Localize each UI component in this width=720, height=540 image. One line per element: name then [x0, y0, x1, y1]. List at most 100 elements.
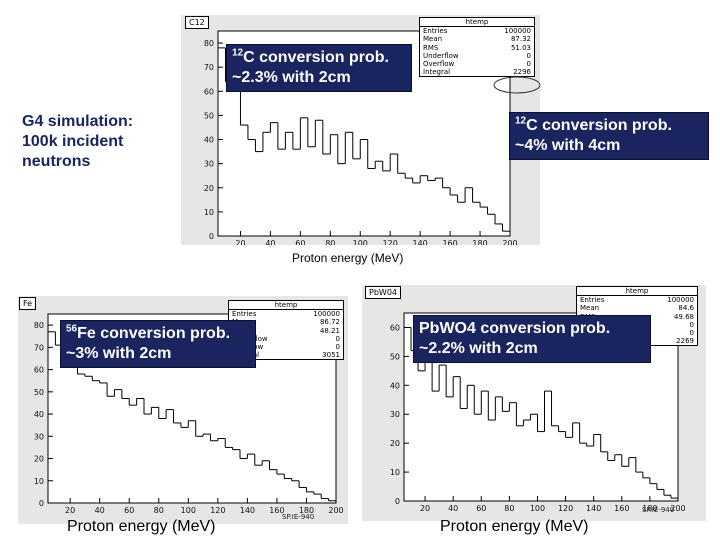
- simulation-note: G4 simulation: 100k incident neutrons: [22, 113, 134, 170]
- c12-y-tick-label: 50: [204, 111, 214, 120]
- pbwo4-x-tick-label: 200: [670, 504, 685, 513]
- pbwo4-y-tick-label: 10: [390, 468, 400, 477]
- fe-x-axis-title: Proton energy (MeV): [67, 518, 216, 535]
- fe-x-tick-label: 120: [210, 506, 225, 515]
- pbwo4-y-tick-label: 20: [390, 439, 400, 448]
- stat-value: 84.6: [678, 304, 694, 313]
- c12-stat-row: Underflow 0: [420, 52, 534, 60]
- fe-x-tick-label: 180: [299, 506, 314, 515]
- pbwo4-y-tick-label: 50: [390, 352, 400, 361]
- c12-x-tick-label: 140: [413, 239, 428, 245]
- pbwo4-sp-label: SP.IE-940: [642, 506, 675, 514]
- stat-value: 3051: [322, 351, 340, 360]
- c12-x-tick-label: 200: [502, 239, 517, 245]
- c12-stat-row: RMS 51.03: [420, 44, 534, 52]
- c12-y-tick-label: 70: [204, 63, 214, 72]
- fe-y-tick-label: 30: [34, 432, 44, 441]
- pbwo4-x-axis-title: Proton energy (MeV): [440, 518, 589, 535]
- integral-highlight-circle: [493, 76, 541, 94]
- pbwo4-plot-tag: PbW04: [365, 286, 401, 299]
- fe-x-tick-label: 80: [154, 506, 164, 515]
- stat-label: Entries: [232, 310, 257, 319]
- stat-value: 0: [526, 60, 531, 69]
- fe-y-tick-label: 80: [34, 321, 44, 330]
- c12-plot-tag: C12: [185, 16, 209, 29]
- stat-value: 100000: [504, 27, 531, 36]
- stat-value: 2269: [676, 337, 694, 346]
- fe-stats-title: htemp: [229, 301, 343, 311]
- stat-value: 0: [689, 329, 694, 338]
- pbwo4-y-tick-label: 30: [390, 410, 400, 419]
- fe-callout: 56Fe conversion prob. ~3% with 2cm: [60, 320, 256, 368]
- stat-value: 100000: [313, 310, 340, 319]
- pbwo4-callout: PbWO4 conversion prob. ~2.2% with 2cm: [413, 315, 651, 363]
- c12-4cm-line2: ~4% with 4cm: [515, 137, 621, 154]
- stat-value: 0: [526, 51, 531, 60]
- fe-callout-line1: 56Fe conversion prob.: [66, 323, 231, 342]
- fe-y-tick-label: 70: [34, 343, 44, 352]
- fe-callout-line2: ~3% with 2cm: [66, 345, 172, 362]
- fe-y-tick-label: 10: [34, 477, 44, 486]
- stat-value: 100000: [667, 296, 694, 305]
- pbwo4-stat-row: Mean 84.6: [577, 304, 697, 312]
- c12-y-tick-label: 30: [204, 160, 214, 169]
- c12-stats-box: htemp Entries 100000 Mean 87.32 RMS 51.03 Unde…: [419, 17, 535, 78]
- pbwo4-stat-row: Entries 100000: [577, 296, 697, 304]
- pbwo4-x-tick-label: 60: [476, 504, 486, 513]
- stat-label: Entries: [580, 296, 605, 305]
- c12-2cm-callout: 12C conversion prob. ~2.3% with 2cm: [226, 44, 412, 92]
- stat-value: 86.72: [319, 318, 340, 327]
- fe-sp-label: SP.IE-940: [282, 513, 315, 521]
- pbwo4-callout-line1: PbWO4 conversion prob.: [419, 320, 611, 337]
- c12-2cm-line1: 12C conversion prob.: [232, 47, 389, 66]
- stat-label: Integral: [423, 68, 451, 77]
- fe-x-tick-label: 100: [181, 506, 196, 515]
- stat-value: 49.68: [673, 312, 694, 321]
- pbwo4-x-tick-label: 180: [642, 504, 657, 513]
- stat-label: Overflow: [423, 60, 455, 69]
- c12-stat-row: Entries 100000: [420, 27, 534, 35]
- c12-x-tick-label: 100: [353, 239, 368, 245]
- fe-stat-row: Entries 100000: [229, 310, 343, 318]
- c12-x-tick-label: 80: [325, 239, 335, 245]
- c12-y-tick-label: 40: [204, 136, 214, 145]
- c12-x-tick-label: 40: [265, 239, 275, 245]
- c12-y-tick-label: 0: [209, 232, 214, 241]
- c12-x-tick-label: 120: [383, 239, 398, 245]
- stat-value: 87.32: [510, 35, 531, 44]
- c12-stat-row: Overflow 0: [420, 60, 534, 68]
- stat-label: Entries: [423, 27, 448, 36]
- stat-value: 0: [335, 334, 340, 343]
- fe-x-tick-label: 200: [328, 506, 343, 515]
- c12-stat-row: Integral 2296: [420, 68, 534, 76]
- pbwo4-callout-line2: ~2.2% with 2cm: [419, 340, 538, 357]
- fe-y-tick-label: 0: [39, 499, 44, 508]
- c12-y-tick-label: 80: [204, 39, 214, 48]
- pbwo4-x-tick-label: 140: [586, 504, 601, 513]
- c12-2cm-line2: ~2.3% with 2cm: [232, 69, 351, 86]
- fe-y-tick-label: 20: [34, 455, 44, 464]
- stat-label: Underflow: [423, 51, 459, 60]
- c12-x-tick-label: 60: [295, 239, 305, 245]
- stat-value: 2296: [513, 68, 531, 77]
- fe-x-tick-label: 60: [124, 506, 134, 515]
- stat-value: 0: [335, 343, 340, 352]
- fe-y-tick-label: 60: [34, 366, 44, 375]
- pbwo4-y-tick-label: 0: [395, 497, 400, 506]
- c12-y-tick-label: 60: [204, 87, 214, 96]
- stat-label: RMS: [423, 43, 439, 52]
- pbwo4-x-tick-label: 100: [530, 504, 545, 513]
- c12-stat-row: Mean 87.32: [420, 35, 534, 43]
- fe-y-tick-label: 40: [34, 410, 44, 419]
- top-x-axis-title: Proton energy (MeV): [292, 251, 404, 265]
- c12-x-tick-label: 160: [442, 239, 457, 245]
- c12-stats-title: htemp: [420, 18, 534, 28]
- c12-4cm-callout: 12C conversion prob. ~4% with 4cm: [509, 112, 709, 160]
- stat-value: 51.03: [510, 43, 531, 52]
- c12-x-tick-label: 20: [235, 239, 245, 245]
- pbwo4-y-tick-label: 60: [390, 323, 400, 332]
- c12-x-tick-label: 180: [472, 239, 487, 245]
- c12-stats-rows: Entries 100000 Mean 87.32 RMS 51.03 Underflow 0…: [420, 27, 534, 76]
- c12-4cm-line1: 12C conversion prob.: [515, 115, 672, 134]
- stat-label: Mean: [423, 35, 443, 44]
